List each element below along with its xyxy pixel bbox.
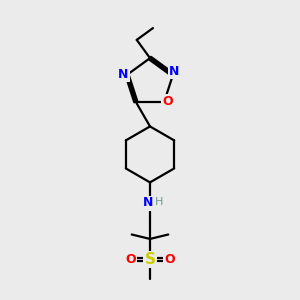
- Text: O: O: [125, 253, 136, 266]
- Text: N: N: [169, 65, 180, 78]
- Text: O: O: [162, 95, 173, 108]
- Text: N: N: [142, 196, 153, 209]
- Text: H: H: [155, 197, 164, 207]
- Text: O: O: [164, 253, 175, 266]
- Text: N: N: [118, 68, 129, 81]
- Text: S: S: [145, 252, 155, 267]
